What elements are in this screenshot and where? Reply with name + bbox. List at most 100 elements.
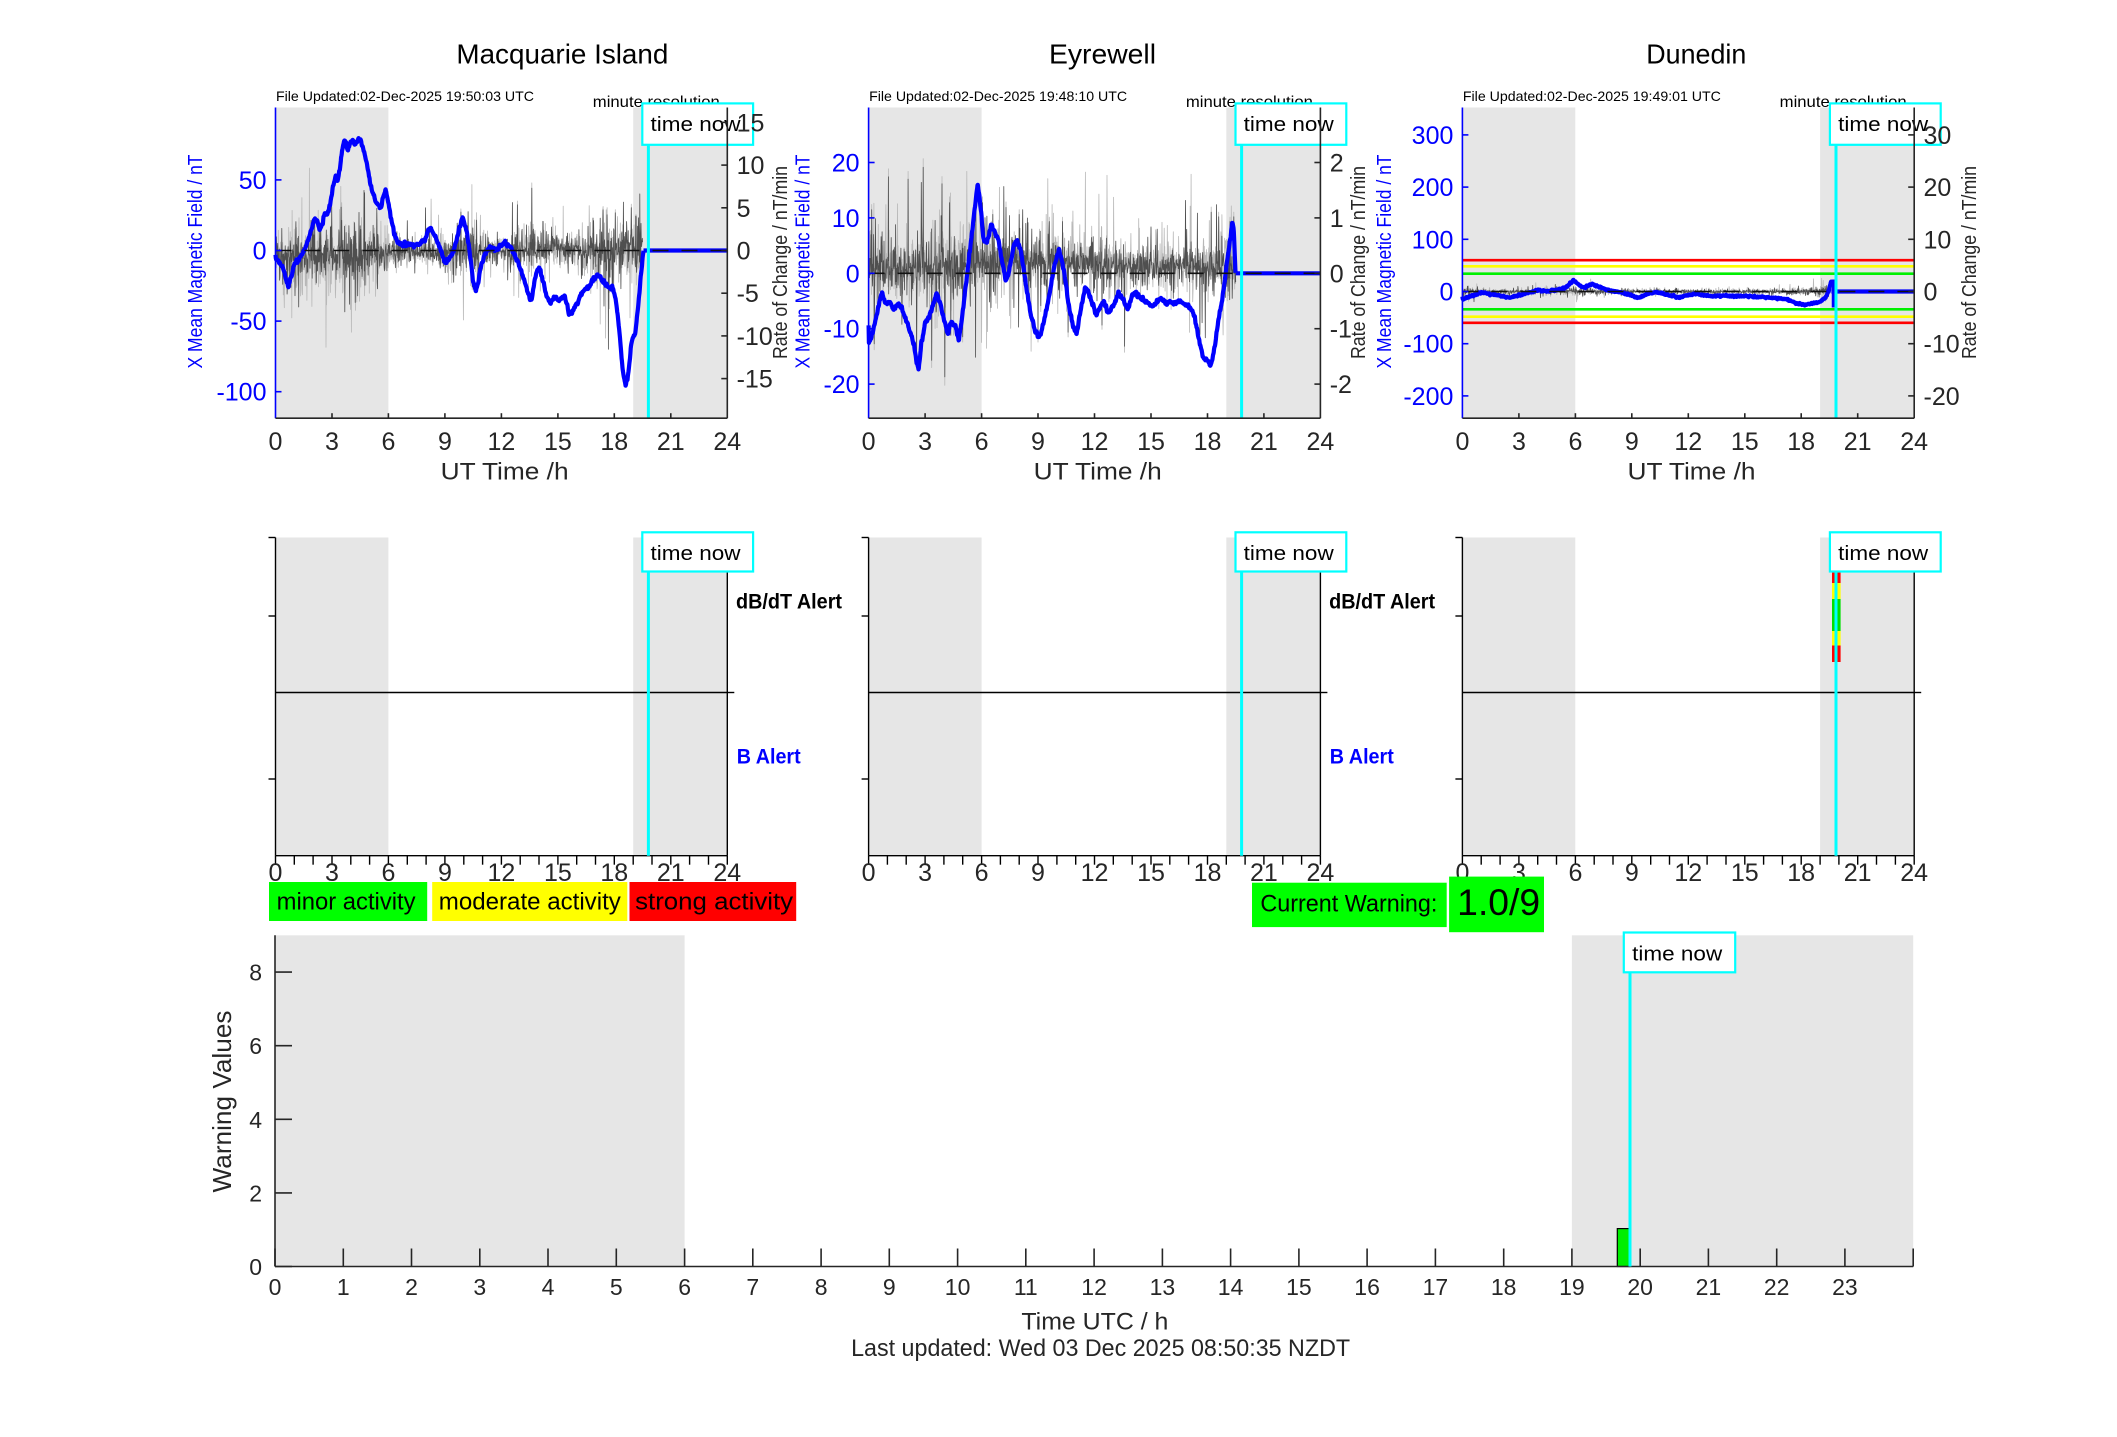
svg-text:10: 10 (832, 205, 860, 233)
svg-text:9: 9 (883, 1274, 896, 1300)
svg-text:21: 21 (1696, 1274, 1722, 1300)
svg-text:15: 15 (1137, 428, 1165, 456)
svg-text:time now: time now (651, 543, 742, 565)
svg-text:200: 200 (1412, 174, 1454, 202)
svg-text:time now: time now (651, 114, 742, 136)
svg-text:15: 15 (544, 428, 572, 456)
svg-text:0: 0 (862, 859, 876, 887)
svg-text:17: 17 (1423, 1274, 1449, 1300)
svg-text:-20: -20 (823, 371, 859, 399)
svg-text:12: 12 (1674, 859, 1702, 887)
svg-text:Current Warning:: Current Warning: (1260, 891, 1437, 918)
svg-text:-10: -10 (823, 316, 859, 344)
svg-text:24: 24 (1306, 859, 1334, 887)
svg-text:8: 8 (249, 960, 262, 986)
svg-text:19: 19 (1559, 1274, 1585, 1300)
svg-text:0: 0 (737, 238, 751, 266)
svg-text:15: 15 (1731, 428, 1759, 456)
svg-text:18: 18 (1787, 428, 1815, 456)
svg-text:0: 0 (1924, 279, 1938, 307)
svg-text:UT Time /h: UT Time /h (1034, 459, 1162, 486)
svg-text:6: 6 (975, 428, 989, 456)
svg-text:3: 3 (918, 859, 932, 887)
svg-text:UT Time /h: UT Time /h (441, 459, 569, 486)
svg-text:12: 12 (487, 428, 515, 456)
svg-text:30: 30 (1924, 122, 1952, 150)
svg-text:1: 1 (337, 1274, 350, 1300)
svg-text:8: 8 (815, 1274, 828, 1300)
svg-text:-10: -10 (737, 323, 773, 351)
svg-text:18: 18 (600, 428, 628, 456)
svg-text:time now: time now (1244, 543, 1335, 565)
svg-text:21: 21 (1844, 859, 1872, 887)
svg-text:-10: -10 (1924, 331, 1960, 359)
svg-text:time now: time now (1838, 543, 1929, 565)
svg-text:24: 24 (1900, 428, 1928, 456)
svg-text:0: 0 (846, 260, 860, 288)
svg-text:-2: -2 (1330, 371, 1352, 399)
svg-text:2: 2 (1330, 150, 1344, 178)
svg-text:Rate of Change / nT/min: Rate of Change / nT/min (770, 166, 792, 359)
svg-text:12: 12 (1081, 859, 1109, 887)
svg-text:24: 24 (713, 428, 741, 456)
svg-text:0: 0 (269, 859, 283, 887)
svg-text:9: 9 (1031, 428, 1045, 456)
svg-text:13: 13 (1150, 1274, 1176, 1300)
svg-text:6: 6 (678, 1274, 691, 1300)
svg-text:0: 0 (1439, 279, 1453, 307)
svg-text:3: 3 (1512, 428, 1526, 456)
svg-text:16: 16 (1354, 1274, 1380, 1300)
svg-text:0: 0 (1455, 428, 1469, 456)
svg-text:-100: -100 (216, 379, 266, 407)
svg-text:Last updated: Wed 03 Dec 2025: Last updated: Wed 03 Dec 2025 08:50:35 N… (851, 1335, 1350, 1362)
svg-text:B Alert: B Alert (737, 744, 801, 768)
svg-text:12: 12 (1674, 428, 1702, 456)
svg-text:moderate activity: moderate activity (439, 889, 621, 916)
svg-text:dB/dT Alert: dB/dT Alert (736, 589, 842, 613)
svg-text:14: 14 (1218, 1274, 1244, 1300)
svg-text:12: 12 (1081, 1274, 1107, 1300)
svg-text:0: 0 (269, 1274, 282, 1300)
svg-text:300: 300 (1412, 122, 1454, 150)
svg-text:24: 24 (1306, 428, 1334, 456)
svg-text:File Updated:02-Dec-2025 19:50: File Updated:02-Dec-2025 19:50:03 UTC (276, 88, 534, 104)
svg-text:9: 9 (1625, 428, 1639, 456)
svg-text:time now: time now (1838, 114, 1929, 136)
svg-text:-100: -100 (1403, 331, 1453, 359)
svg-text:File Updated:02-Dec-2025 19:48: File Updated:02-Dec-2025 19:48:10 UTC (869, 88, 1127, 104)
svg-text:21: 21 (1250, 428, 1278, 456)
svg-text:6: 6 (381, 428, 395, 456)
svg-text:0: 0 (1330, 260, 1344, 288)
svg-text:9: 9 (1625, 859, 1639, 887)
svg-text:Macquarie Island: Macquarie Island (456, 39, 668, 70)
svg-text:6: 6 (381, 859, 395, 887)
svg-text:21: 21 (657, 428, 685, 456)
svg-text:6: 6 (249, 1033, 262, 1059)
svg-text:3: 3 (325, 428, 339, 456)
svg-text:6: 6 (975, 859, 989, 887)
svg-text:X Mean Magnetic Field / nT: X Mean Magnetic Field / nT (793, 155, 815, 369)
svg-text:15: 15 (737, 109, 765, 137)
svg-text:9: 9 (438, 859, 452, 887)
svg-text:21: 21 (1250, 859, 1278, 887)
svg-text:20: 20 (1627, 1274, 1653, 1300)
svg-text:5: 5 (737, 195, 751, 223)
svg-text:7: 7 (746, 1274, 759, 1300)
svg-text:6: 6 (1568, 428, 1582, 456)
svg-text:5: 5 (610, 1274, 623, 1300)
svg-text:18: 18 (1194, 428, 1222, 456)
svg-text:dB/dT Alert: dB/dT Alert (1329, 589, 1435, 613)
svg-text:9: 9 (438, 428, 452, 456)
svg-text:-15: -15 (737, 366, 773, 394)
svg-text:21: 21 (1844, 428, 1872, 456)
svg-text:Time UTC / h: Time UTC / h (1021, 1309, 1168, 1336)
svg-text:23: 23 (1832, 1274, 1858, 1300)
svg-text:0: 0 (249, 1254, 262, 1280)
svg-text:-1: -1 (1330, 316, 1352, 344)
svg-text:10: 10 (1924, 226, 1952, 254)
svg-text:20: 20 (832, 150, 860, 178)
svg-text:50: 50 (239, 167, 267, 195)
svg-text:9: 9 (1031, 859, 1045, 887)
svg-text:B Alert: B Alert (1330, 744, 1394, 768)
svg-text:12: 12 (1081, 428, 1109, 456)
